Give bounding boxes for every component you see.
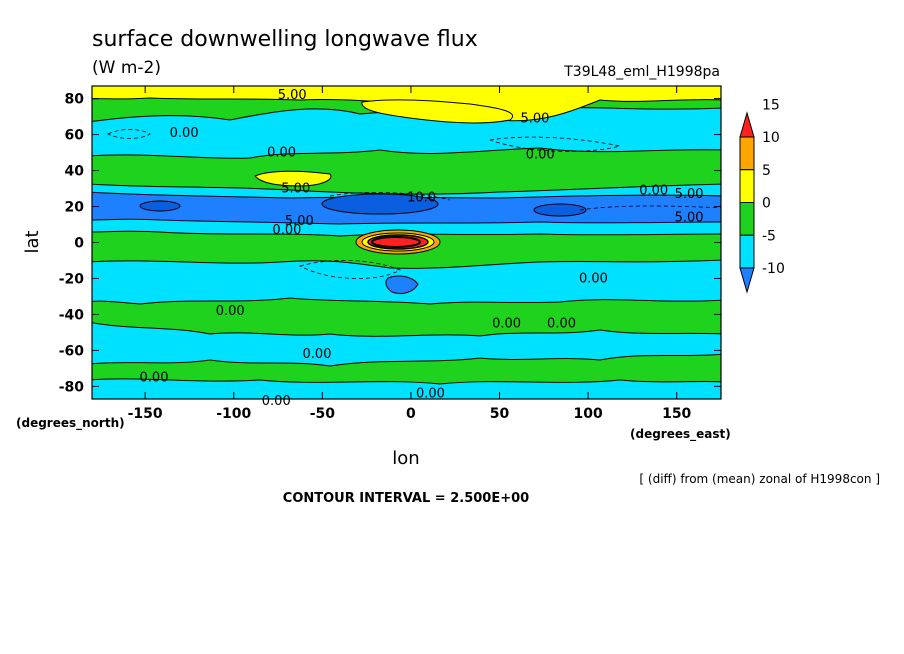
contour-label: 0.00 bbox=[639, 183, 668, 198]
contour-region bbox=[385, 275, 419, 295]
contour-region bbox=[92, 378, 721, 399]
diff-note: [ (diff) from (mean) zonal of H1998con ] bbox=[639, 472, 880, 486]
contour-region bbox=[92, 322, 721, 367]
y-tick-label: -80 bbox=[59, 379, 85, 395]
contour-label: 5.00 bbox=[675, 187, 704, 202]
x-axis: -150 -100 -50 0 50 100 150 bbox=[128, 86, 692, 422]
contour-label: 0.00 bbox=[416, 387, 445, 402]
y-unit-label: (degrees_north) bbox=[16, 416, 125, 431]
x-tick-label: 100 bbox=[573, 406, 602, 422]
colorbar-max-triangle bbox=[739, 111, 755, 138]
x-unit-label: (degrees_east) bbox=[630, 427, 731, 442]
contour-label: 0.00 bbox=[547, 316, 576, 331]
contour-line bbox=[107, 129, 151, 139]
contour-core bbox=[321, 193, 439, 215]
contour-label: 5.00 bbox=[278, 88, 307, 103]
colorbar-min-triangle bbox=[739, 267, 755, 294]
contour-label: 5.00 bbox=[281, 182, 310, 197]
contour-core bbox=[533, 203, 587, 217]
x-tick-label: -100 bbox=[216, 406, 251, 422]
colorbar-label: 10 bbox=[762, 130, 780, 146]
contour-line bbox=[298, 260, 401, 279]
contour-field bbox=[92, 86, 721, 399]
x-tick-label: 0 bbox=[406, 406, 416, 422]
contour-region bbox=[254, 170, 332, 187]
contour-label: 0.00 bbox=[526, 147, 555, 162]
y-tick-label: -60 bbox=[59, 343, 85, 359]
colorbar-segment bbox=[739, 169, 755, 203]
contour-region bbox=[361, 99, 513, 124]
y-tick-label: 80 bbox=[65, 92, 85, 108]
contour-interval: CONTOUR INTERVAL = 2.500E+00 bbox=[283, 491, 529, 506]
colorbar-label: 0 bbox=[762, 196, 771, 212]
chart-title: surface downwelling longwave flux bbox=[92, 27, 478, 52]
contour-label: 0.00 bbox=[216, 304, 245, 319]
contour-label: 0.00 bbox=[272, 223, 301, 238]
colorbar: -10 -5 0 5 10 15 bbox=[739, 97, 785, 294]
contour-label: 0.00 bbox=[170, 126, 199, 141]
y-tick-label: -20 bbox=[59, 271, 85, 287]
contour-label: 0.00 bbox=[267, 146, 296, 161]
contour-label: 0.00 bbox=[262, 394, 291, 409]
colorbar-segment bbox=[739, 202, 755, 236]
colorbar-segment bbox=[739, 234, 755, 269]
y-tick-label: -40 bbox=[59, 307, 85, 323]
contour-core bbox=[371, 236, 421, 248]
contour-line bbox=[489, 136, 621, 152]
contour-line bbox=[579, 205, 721, 211]
x-tick-label: -150 bbox=[128, 406, 163, 422]
colorbar-label: -10 bbox=[762, 261, 785, 277]
y-tick-label: 60 bbox=[65, 128, 85, 144]
colorbar-segment bbox=[739, 136, 755, 171]
contour-core bbox=[139, 200, 181, 212]
run-label: T39L48_eml_H1998pa bbox=[563, 64, 720, 80]
contour-label: 0.00 bbox=[492, 316, 521, 331]
contour-label: 0.00 bbox=[579, 271, 608, 286]
y-tick-label: 20 bbox=[65, 200, 85, 216]
contour-label: 0.00 bbox=[303, 347, 332, 362]
x-axis-label: lon bbox=[392, 448, 419, 469]
x-tick-label: 50 bbox=[490, 406, 510, 422]
contour-label: 5.00 bbox=[520, 111, 549, 126]
y-tick-label: 0 bbox=[74, 236, 84, 252]
chart-subtitle: (W m-2) bbox=[92, 58, 161, 78]
contour-label: 5.00 bbox=[285, 214, 314, 229]
colorbar-label: 15 bbox=[762, 97, 780, 113]
contour-label: 10.0 bbox=[407, 191, 436, 206]
contour-label: 0.00 bbox=[140, 370, 169, 385]
y-axis: -80 -60 -40 -20 0 20 40 60 80 bbox=[59, 92, 721, 395]
y-tick-label: 40 bbox=[65, 164, 85, 180]
colorbar-label: 5 bbox=[762, 163, 771, 179]
contour-region bbox=[92, 107, 721, 159]
x-tick-label: -50 bbox=[310, 406, 336, 422]
colorbar-label: -5 bbox=[762, 228, 776, 244]
x-tick-label: 150 bbox=[662, 406, 691, 422]
y-axis-label: lat bbox=[22, 230, 43, 253]
contour-label: 5.00 bbox=[675, 210, 704, 225]
